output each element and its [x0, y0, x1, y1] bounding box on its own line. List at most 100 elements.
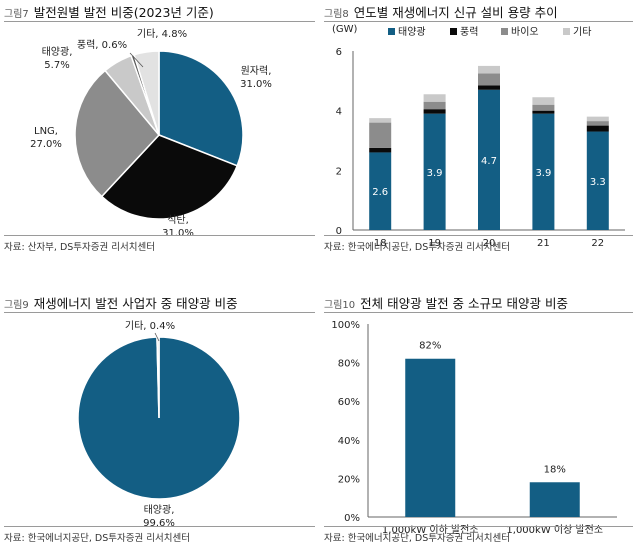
x-tick-label: 18	[374, 238, 387, 249]
source-note: 자료: 산자부, DS투자증권 리서치센터	[4, 242, 155, 253]
bottom-rule	[4, 526, 315, 527]
pie-slice-nuclear	[158, 50, 244, 167]
bar-value-label: 18%	[544, 464, 566, 475]
top-rule	[4, 312, 315, 313]
slice-label-lng: LNG,	[34, 126, 58, 137]
bar-value-label-18: 2.6	[372, 187, 388, 198]
small-solar-bar-chart: 0%20%40%60%80%100%82%1,000kW 이하 발전소18%1,…	[331, 320, 617, 536]
y-tick-label: 0%	[344, 513, 360, 524]
bar-other-22	[586, 116, 609, 122]
legend-label-wind: 풍력	[460, 26, 478, 38]
slice-label-coal: 석탄,	[167, 214, 189, 226]
bottom-rule	[324, 235, 633, 236]
figure-number: 그림7	[4, 9, 29, 20]
bar-other-18	[369, 118, 392, 123]
top-rule	[324, 312, 633, 313]
chart-title: 재생에너지 발전 사업자 중 태양광 비중	[33, 296, 238, 311]
y-tick-label: 4	[336, 107, 342, 118]
slice-label-nuclear: 원자력,	[241, 65, 272, 77]
x-tick-label: 1,000kW 이상 발전소	[506, 524, 603, 536]
bottom-rule	[324, 526, 633, 527]
bar-wind-22	[586, 125, 609, 132]
x-tick-label: 20	[483, 238, 496, 249]
panel-title: 그림9 재생에너지 발전 사업자 중 태양광 비중	[4, 293, 238, 312]
bar-wind-19	[423, 109, 446, 114]
slice-value-nuclear: 31.0%	[240, 79, 272, 90]
bar-wind-18	[369, 147, 392, 153]
panel-small-solar: 그림10 전체 태양광 발전 중 소규모 태양광 비중 0% 20% 40% 60% 80…	[324, 293, 633, 553]
bar-bio-19	[423, 101, 446, 110]
panel-power-mix: 그림7 발전원별 발전 비중(2023년 기준) 원자력, 31.0% 석탄, 31.0…	[4, 2, 315, 262]
bar-wind-20	[478, 85, 500, 90]
panel-title: 그림8 연도별 재생에너지 신규 설비 용량 추이	[324, 2, 558, 21]
legend-label-solar: 태양광	[398, 26, 426, 38]
y-tick-label: 20%	[338, 474, 360, 485]
bar-solar-20	[478, 89, 500, 231]
top-rule	[4, 21, 315, 22]
slice-label-other: 기타, 0.4%	[125, 320, 175, 332]
bar-value-label-22: 3.3	[590, 177, 606, 188]
chart-title: 전체 태양광 발전 중 소규모 태양광 비중	[360, 296, 568, 311]
pie-slice-other	[133, 50, 160, 136]
y-tick-label: 60%	[338, 397, 360, 408]
panel-renewable-capacity: 그림8 연도별 재생에너지 신규 설비 용량 추이 (GW) 태양광 풍력 바이오 기타 0…	[324, 2, 633, 262]
slice-label-other: 기타, 4.8%	[137, 28, 187, 40]
figure-number: 그림10	[324, 300, 356, 311]
source-note: 자료: 한국에너지공단, DS투자증권 리서치센터	[324, 242, 510, 253]
panel-solar-share: 그림9 재생에너지 발전 사업자 중 태양광 비중 태양광, 99.6% 기타, 0.…	[4, 293, 315, 553]
bar-value-label-20: 4.7	[481, 156, 497, 167]
bar-solar-19	[423, 113, 446, 230]
pie-slice-lng	[74, 69, 161, 198]
leader-line-other	[154, 332, 160, 342]
figure-number: 그림9	[4, 300, 29, 311]
slice-value-solar: 5.7%	[44, 60, 69, 71]
slice-label-solar: 태양광,	[144, 504, 175, 516]
bar-solar-18	[369, 152, 392, 230]
y-tick-label: 40%	[338, 436, 360, 447]
top-rule	[324, 21, 633, 22]
y-tick-label: 0	[336, 226, 342, 237]
x-tick-label: 19	[428, 238, 441, 249]
bar-solar-22	[586, 131, 609, 230]
slice-label-wind: 풍력, 0.6%	[77, 39, 127, 51]
legend-swatch-wind	[450, 28, 457, 35]
bar-bio-18	[369, 122, 392, 148]
y-tick-label: 6	[336, 47, 342, 58]
legend-swatch-other	[563, 28, 570, 35]
bottom-rule	[4, 235, 315, 236]
y-tick-label: 80%	[338, 359, 360, 370]
bar-bio-20	[478, 73, 500, 86]
bar-other-19	[423, 94, 446, 102]
renewable-capacity-bar-chart: (GW) 태양광 풍력 바이오 기타 0 2 4 6 2.6 18 3.9 19 4.7 20 3.9 21 3.…	[332, 24, 625, 249]
slice-value-coal: 31.0%	[162, 228, 194, 239]
panel-title: 그림7 발전원별 발전 비중(2023년 기준)	[4, 2, 214, 21]
chart-title: 연도별 재생에너지 신규 설비 용량 추이	[353, 5, 558, 20]
slice-value-lng: 27.0%	[30, 139, 62, 150]
source-note: 자료: 한국에너지공단, DS투자증권 리서치센터	[4, 533, 190, 544]
pie-slice-coal	[100, 134, 239, 220]
bar-value-label-21: 3.9	[535, 168, 551, 179]
figure-number: 그림8	[324, 9, 349, 20]
legend-label-bio: 바이오	[511, 26, 539, 38]
power-mix-pie-chart: 원자력, 31.0% 석탄, 31.0% LNG, 27.0% 태양광, 5.7% 풍력, 0.…	[30, 28, 272, 239]
slice-label-solar: 태양광,	[42, 46, 73, 58]
bar-other-20	[478, 65, 500, 74]
bar-value-label: 82%	[419, 341, 441, 352]
solar-share-pie-chart: 태양광, 99.6% 기타, 0.4%	[77, 320, 241, 529]
bar-value-label-19: 3.9	[427, 168, 443, 179]
y-tick-label: 100%	[331, 320, 360, 331]
source-note: 자료: 한국에너지공단, DS투자증권 리서치센터	[324, 533, 510, 544]
x-tick-label: 22	[591, 238, 604, 249]
bar-bio-21	[532, 104, 555, 111]
bar-solar-21	[532, 113, 555, 230]
bar-bio-22	[586, 121, 609, 126]
bar-under-1000kw	[405, 358, 456, 517]
slice-value-solar: 99.6%	[143, 518, 175, 529]
leader-line-wind	[129, 52, 144, 68]
bar-other-21	[532, 97, 555, 105]
bar-over-1000kw	[529, 482, 580, 517]
bar-wind-21	[532, 110, 555, 114]
y-axis-unit: (GW)	[332, 24, 358, 35]
panel-title: 그림10 전체 태양광 발전 중 소규모 태양광 비중	[324, 293, 568, 312]
x-tick-label: 21	[537, 238, 550, 249]
